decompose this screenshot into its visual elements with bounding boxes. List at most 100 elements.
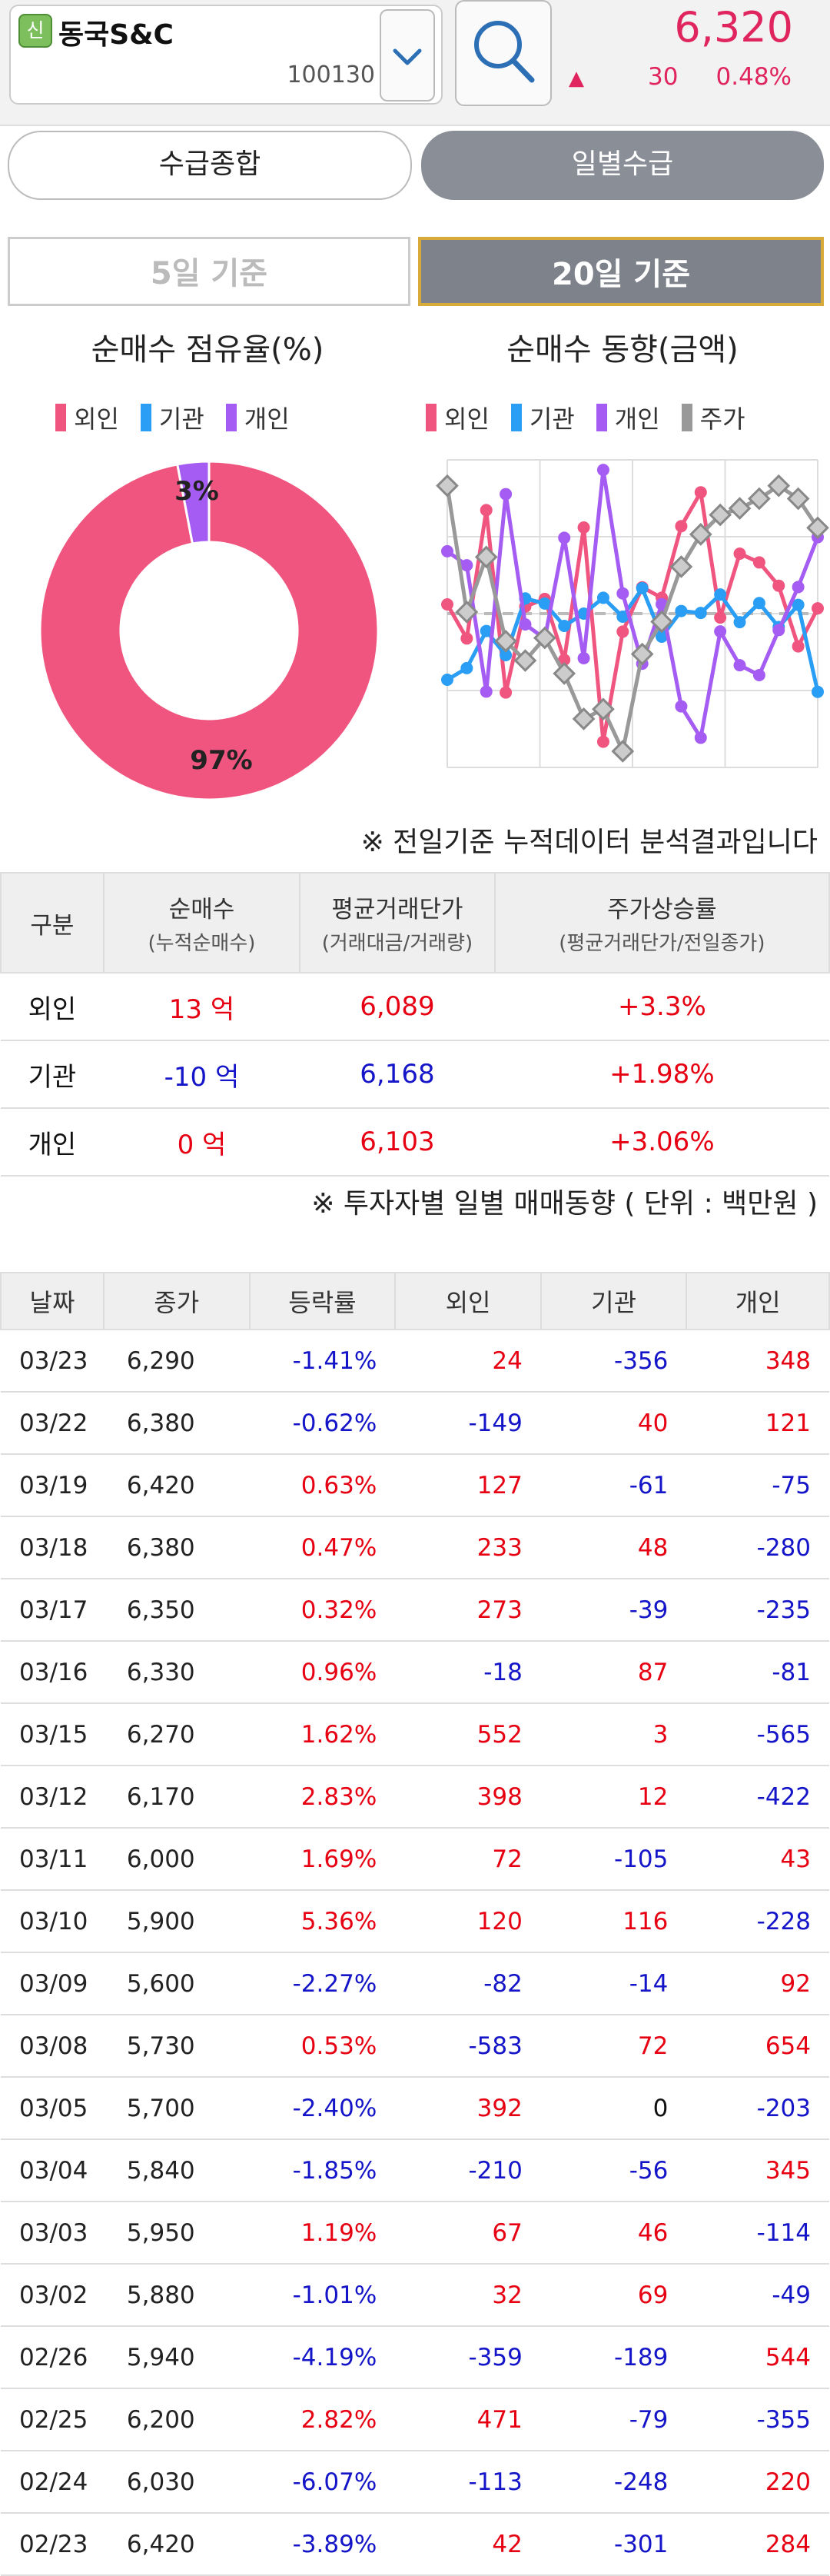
daily-date: 03/09: [1, 1952, 104, 2015]
series-inst-point: [792, 598, 805, 611]
search-button[interactable]: [455, 0, 552, 106]
series-price-point: [553, 662, 576, 685]
daily-close: 6,030: [103, 2451, 250, 2514]
tab-daily-supply[interactable]: 일별수급: [421, 131, 824, 200]
daily-unit-note: ※ 투자자별 일별 매매동향 ( 단위 : 백만원 ): [311, 1188, 818, 1220]
daily-date: 03/17: [1, 1579, 104, 1642]
donut-slice-indiv: [176, 460, 211, 545]
series-indiv-point: [441, 544, 453, 557]
period-5day-button[interactable]: 5일 기준: [8, 237, 410, 306]
daily-inst: -301: [540, 2513, 687, 2576]
trend-legend: 외인 기관 개인 주가: [426, 400, 745, 435]
series-indiv-point: [577, 652, 590, 664]
donut-label-indiv: 3%: [174, 476, 219, 507]
daily-date: 03/02: [1, 2264, 104, 2327]
daily-foreign: 24: [395, 1330, 541, 1393]
daily-close: 5,840: [103, 2139, 250, 2202]
daily-header-rate: 등락률: [248, 1272, 397, 1330]
analysis-note: ※ 전일기준 누적데이터 분석결과입니다: [360, 827, 818, 858]
daily-close: 6,270: [103, 1703, 250, 1766]
stock-selector[interactable]: 신 동국S&C 100130: [9, 5, 443, 105]
daily-date: 03/19: [1, 1454, 104, 1517]
table-row: 03/17 6,350 0.32% 273 -39 -235: [1, 1579, 829, 1642]
series-foreign-point: [812, 602, 824, 615]
series-inst-point: [656, 631, 669, 643]
summary-net-buy: -10 억: [103, 1040, 300, 1109]
daily-indiv: 345: [686, 2139, 829, 2202]
series-inst-point: [752, 597, 765, 610]
series-price-point: [767, 474, 791, 498]
daily-rate: 1.62%: [249, 1703, 396, 1766]
daily-close: 5,600: [103, 1952, 250, 2015]
daily-inst: -248: [540, 2451, 687, 2514]
daily-date: 03/05: [1, 2077, 104, 2140]
daily-foreign: 72: [395, 1828, 541, 1891]
daily-foreign: -210: [395, 2139, 541, 2202]
table-row: 02/26 5,940 -4.19% -359 -189 544: [1, 2326, 829, 2389]
series-foreign-point: [480, 504, 493, 517]
summary-category: 외인: [1, 973, 104, 1041]
series-price-point: [513, 649, 537, 672]
summary-header: 구분: [0, 872, 105, 973]
series-indiv-point: [460, 559, 473, 572]
daily-rate: -4.19%: [249, 2326, 396, 2389]
table-row: 02/23 6,420 -3.89% 42 -301 284: [1, 2513, 829, 2576]
daily-close: 6,000: [103, 1828, 250, 1891]
daily-foreign: 471: [395, 2388, 541, 2451]
daily-close: 6,330: [103, 1641, 250, 1704]
daily-inst: 69: [540, 2264, 687, 2327]
daily-foreign: -359: [395, 2326, 541, 2389]
daily-date: 03/15: [1, 1703, 104, 1766]
series-foreign-point: [577, 521, 590, 534]
summary-row: 외인 13 억 6,089 +3.3%: [1, 973, 829, 1041]
summary-header-row: 구분 순매수 (누적순매수) 평균거래단가 (거래대금/거래량) 주가상승률 (평균거…: [0, 872, 830, 973]
series-indiv-point: [733, 659, 746, 672]
daily-rate: 2.83%: [249, 1766, 396, 1829]
series-price-point: [786, 487, 810, 511]
daily-date: 02/25: [1, 2388, 104, 2451]
daily-inst: 40: [540, 1392, 687, 1455]
legend-item-price: 주가: [681, 400, 745, 435]
daily-indiv: -75: [686, 1454, 829, 1517]
daily-foreign: -583: [395, 2015, 541, 2078]
series-inst-point: [616, 611, 629, 623]
table-row: 03/11 6,000 1.69% 72 -105 43: [1, 1828, 829, 1891]
daily-rate: 1.69%: [249, 1828, 396, 1891]
daily-foreign: 398: [395, 1766, 541, 1829]
series-price-point: [592, 697, 615, 721]
table-row: 03/08 5,730 0.53% -583 72 654: [1, 2015, 829, 2078]
credit-badge: 신: [18, 14, 52, 48]
daily-close: 5,940: [103, 2326, 250, 2389]
stock-dropdown-button[interactable]: [380, 9, 435, 102]
daily-close: 6,290: [103, 1330, 250, 1393]
table-row: 03/15 6,270 1.62% 552 3 -565: [1, 1703, 829, 1766]
daily-inst: -189: [540, 2326, 687, 2389]
period-20day-button[interactable]: 20일 기준: [418, 237, 824, 306]
daily-close: 6,420: [103, 2513, 250, 2576]
stock-code: 100130: [287, 62, 375, 88]
daily-foreign: -113: [395, 2451, 541, 2514]
series-price-point: [474, 545, 498, 569]
daily-date: 02/24: [1, 2451, 104, 2514]
daily-indiv: 43: [686, 1828, 829, 1891]
tab-supply-summary[interactable]: 수급종합: [8, 131, 412, 200]
daily-indiv: 284: [686, 2513, 829, 2576]
daily-inst: 87: [540, 1641, 687, 1704]
table-row: 03/04 5,840 -1.85% -210 -56 345: [1, 2139, 829, 2202]
daily-indiv: 654: [686, 2015, 829, 2078]
series-price-point: [748, 487, 771, 511]
daily-indiv: -203: [686, 2077, 829, 2140]
series-price-point: [669, 555, 693, 578]
daily-indiv: 348: [686, 1330, 829, 1393]
summary-header: 주가상승률 (평균거래단가/전일종가): [493, 872, 830, 973]
series-indiv-point: [500, 488, 513, 501]
daily-close: 6,200: [103, 2388, 250, 2451]
series-indiv-point: [656, 597, 669, 611]
summary-net-buy: 13 억: [103, 973, 300, 1041]
daily-header-close: 종가: [102, 1272, 251, 1330]
daily-rate: -3.89%: [249, 2513, 396, 2576]
legend-item-indiv: 개인: [596, 400, 660, 435]
daily-close: 6,420: [103, 1454, 250, 1517]
summary-category: 개인: [1, 1108, 104, 1177]
series-indiv-point: [752, 669, 765, 681]
